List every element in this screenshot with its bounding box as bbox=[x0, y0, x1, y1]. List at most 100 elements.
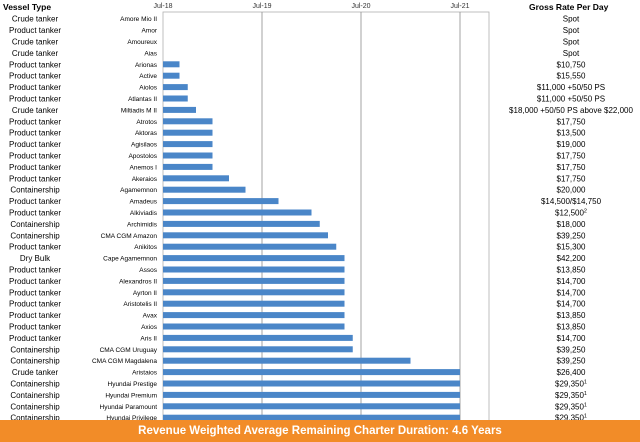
vessel-type-cell: Product tanker bbox=[9, 72, 61, 81]
vessel-name-label: Atlantas II bbox=[128, 96, 157, 103]
charter-bar bbox=[163, 346, 353, 353]
charter-bar bbox=[163, 266, 345, 273]
vessel-type-cell: Containership bbox=[10, 357, 60, 366]
charter-bar bbox=[163, 369, 460, 376]
vessel-type-cell: Containership bbox=[10, 345, 60, 354]
gross-rate-cell: $11,000 +50/50 PS bbox=[537, 95, 605, 104]
gross-rate-cell: $18,000 +50/50 PS above $22,000 bbox=[509, 106, 633, 115]
gross-rate-cell: $15,300 bbox=[557, 243, 586, 252]
vessel-name-label: Miltiadis M II bbox=[121, 107, 157, 114]
vessel-name-label: Aias bbox=[144, 50, 157, 57]
gross-rate-cell: $14,700 bbox=[557, 277, 586, 286]
gross-rate-cell: $13,850 bbox=[557, 323, 586, 332]
vessel-type-cell: Product tanker bbox=[9, 60, 61, 69]
vessel-type-cell: Product tanker bbox=[9, 152, 61, 161]
vessel-type-cell: Crude tanker bbox=[12, 38, 59, 47]
gross-rate-cell: $39,250 bbox=[557, 357, 586, 366]
vessel-name-label: Anikitos bbox=[134, 244, 158, 251]
charter-bar bbox=[163, 61, 180, 68]
footnote-marker: 1 bbox=[584, 380, 587, 386]
gross-rate-cell: Spot bbox=[563, 26, 580, 35]
gross-rate-cell: $10,750 bbox=[557, 60, 586, 69]
vessel-type-cell: Containership bbox=[10, 186, 60, 195]
charter-bar bbox=[163, 414, 460, 421]
vessel-name-label: Archimidis bbox=[127, 221, 158, 228]
vessel-name-label: Hyundai Prestige bbox=[108, 381, 158, 388]
vessel-type-cell: Product tanker bbox=[9, 277, 61, 286]
gross-rate-cell: $29,3501 bbox=[555, 402, 587, 411]
charter-bar bbox=[163, 106, 196, 113]
vessel-name-label: Alexandros II bbox=[119, 278, 157, 285]
charter-bar bbox=[163, 380, 460, 387]
x-tick-label: Jul-19 bbox=[252, 3, 271, 10]
vessel-type-cell: Product tanker bbox=[9, 163, 61, 172]
gross-rate-cell: $26,400 bbox=[557, 368, 586, 377]
gross-rate-cell: $11,000 +50/50 PS bbox=[537, 83, 605, 92]
gross-rate-cell: $29,3501 bbox=[555, 414, 587, 423]
vessel-name-label: CMA CGM Amazon bbox=[101, 233, 158, 240]
vessel-name-label: Atrotos bbox=[136, 119, 157, 126]
vessel-name-label: CMA CGM Uruguay bbox=[100, 347, 158, 354]
vessel-type-cell: Crude tanker bbox=[12, 368, 59, 377]
gross-rate-cell: $39,250 bbox=[557, 231, 586, 240]
gross-rate-cell: $17,750 bbox=[557, 174, 586, 183]
vessel-name-label: Ayrton II bbox=[133, 290, 157, 297]
vessel-name-label: Aiolos bbox=[139, 85, 157, 92]
charter-bar bbox=[163, 198, 279, 205]
vessel-name-label: Axios bbox=[141, 324, 158, 331]
vessel-type-cell: Dry Bulk bbox=[20, 254, 51, 263]
charter-bar bbox=[163, 163, 213, 170]
footnote-marker: 1 bbox=[584, 391, 587, 397]
vessel-name-label: Avax bbox=[143, 313, 158, 320]
vessel-type-cell: Product tanker bbox=[9, 311, 61, 320]
gross-rate-cell: $17,750 bbox=[557, 152, 586, 161]
charter-duration-footer: Revenue Weighted Average Remaining Chart… bbox=[0, 420, 640, 442]
vessel-name-label: Amor bbox=[141, 28, 157, 35]
vessel-type-cell: Crude tanker bbox=[12, 106, 59, 115]
vessel-type-cell: Product tanker bbox=[9, 197, 61, 206]
charter-bar bbox=[163, 277, 345, 284]
vessel-name-label: Aris II bbox=[140, 335, 157, 342]
vessel-type-cell: Product tanker bbox=[9, 140, 61, 149]
vessel-type-cell: Product tanker bbox=[9, 300, 61, 309]
gross-rate-cell: Spot bbox=[563, 38, 580, 47]
charter-bar bbox=[163, 300, 345, 307]
charter-bar bbox=[163, 141, 213, 148]
vessel-type-cell: Containership bbox=[10, 380, 60, 389]
charter-bar bbox=[163, 186, 246, 193]
vessel-type-cell: Product tanker bbox=[9, 95, 61, 104]
vessel-name-label: Hyundai Paramount bbox=[100, 404, 158, 411]
gross-rate-cell: $13,850 bbox=[557, 311, 586, 320]
charter-bar bbox=[163, 209, 312, 216]
vessel-type-cell: Crude tanker bbox=[12, 49, 59, 58]
vessel-name-label: Amadeus bbox=[130, 199, 158, 206]
vessel-name-label: Anemos I bbox=[130, 164, 158, 171]
gross-rate-cell: $18,000 bbox=[557, 220, 586, 229]
vessel-type-cell: Product tanker bbox=[9, 26, 61, 35]
vessel-type-cell: Product tanker bbox=[9, 174, 61, 183]
x-tick-label: Jul-21 bbox=[450, 3, 469, 10]
vessel-name-label: Hyundai Privilege bbox=[106, 415, 157, 422]
vessel-name-label: Alkiviadis bbox=[130, 210, 158, 217]
footnote-marker: 1 bbox=[584, 402, 587, 408]
gross-rate-cell: $42,200 bbox=[557, 254, 586, 263]
charter-bar bbox=[163, 255, 345, 262]
vessel-type-header: Vessel Type bbox=[3, 2, 52, 12]
vessel-name-label: Aktoras bbox=[135, 130, 158, 137]
charter-bar bbox=[163, 95, 188, 102]
vessel-type-cell: Product tanker bbox=[9, 334, 61, 343]
charter-bar bbox=[163, 289, 345, 296]
charter-bar bbox=[163, 72, 180, 79]
charter-bar bbox=[163, 84, 188, 91]
gross-rate-cell: $29,3501 bbox=[555, 380, 587, 389]
vessel-type-cell: Containership bbox=[10, 391, 60, 400]
charter-bar bbox=[163, 312, 345, 319]
vessel-type-cell: Containership bbox=[10, 402, 60, 411]
charter-bar bbox=[163, 118, 213, 125]
gross-rate-cell: $14,700 bbox=[557, 334, 586, 343]
vessel-name-label: Aristotelis II bbox=[123, 301, 157, 308]
vessel-name-label: Aristaios bbox=[132, 370, 158, 377]
vessel-name-label: Arionas bbox=[135, 62, 158, 69]
x-tick-label: Jul-18 bbox=[153, 3, 172, 10]
